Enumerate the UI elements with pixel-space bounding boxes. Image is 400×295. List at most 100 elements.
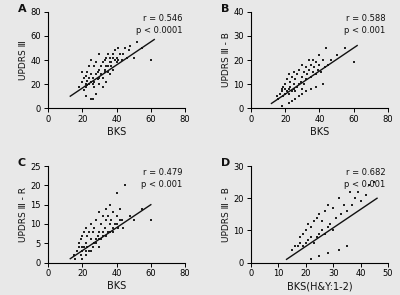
Point — [110, 229, 116, 234]
Point — [81, 229, 87, 234]
Point — [86, 249, 92, 253]
Point — [308, 257, 314, 262]
Y-axis label: UPDRS Ⅲ - B: UPDRS Ⅲ - B — [222, 187, 230, 242]
Point — [86, 229, 92, 234]
Point — [296, 67, 302, 72]
Point — [91, 79, 98, 84]
Point — [122, 46, 128, 50]
Point — [103, 55, 110, 60]
Point — [93, 60, 99, 65]
X-axis label: BKS(H&Y:1-2): BKS(H&Y:1-2) — [287, 281, 352, 291]
Point — [309, 70, 316, 74]
Point — [327, 222, 334, 226]
Point — [96, 67, 103, 72]
Point — [94, 233, 101, 238]
Point — [79, 249, 86, 253]
Point — [357, 199, 364, 204]
Point — [96, 229, 103, 234]
Point — [105, 64, 111, 68]
Point — [311, 241, 317, 246]
Point — [76, 84, 82, 89]
Point — [324, 225, 331, 230]
Point — [284, 89, 290, 94]
Point — [96, 245, 103, 250]
Point — [82, 94, 89, 99]
Point — [94, 77, 101, 82]
Point — [100, 214, 106, 219]
Point — [115, 58, 122, 62]
Point — [302, 228, 309, 233]
Point — [313, 60, 319, 65]
Text: r = 0.479
p < 0.001: r = 0.479 p < 0.001 — [141, 168, 182, 189]
Point — [89, 76, 96, 81]
Point — [96, 76, 103, 81]
Point — [98, 237, 104, 242]
Point — [297, 235, 304, 239]
Point — [316, 254, 323, 258]
Point — [330, 206, 336, 210]
Point — [103, 206, 110, 211]
Point — [118, 218, 125, 222]
Point — [88, 72, 94, 77]
Point — [84, 70, 91, 74]
Point — [101, 225, 108, 230]
Point — [299, 87, 306, 91]
Point — [311, 65, 318, 70]
Point — [77, 237, 84, 242]
Point — [120, 52, 127, 56]
Point — [328, 58, 335, 62]
Point — [108, 64, 115, 68]
Point — [89, 229, 96, 234]
Point — [113, 55, 120, 60]
Point — [96, 52, 103, 56]
Point — [103, 64, 110, 68]
Point — [287, 84, 294, 89]
Point — [101, 67, 108, 72]
Point — [284, 77, 290, 82]
Point — [299, 63, 306, 67]
Point — [125, 48, 132, 53]
Point — [76, 241, 82, 246]
Point — [88, 249, 94, 253]
Point — [124, 55, 130, 60]
Point — [296, 82, 302, 86]
X-axis label: BKS: BKS — [310, 127, 329, 137]
Point — [105, 52, 111, 56]
Point — [299, 91, 306, 96]
Point — [100, 76, 106, 81]
Point — [294, 72, 300, 77]
Text: B: B — [221, 4, 229, 14]
Point — [79, 70, 86, 74]
Point — [113, 214, 120, 219]
Point — [88, 237, 94, 242]
Point — [321, 65, 328, 70]
Point — [299, 75, 306, 79]
Point — [363, 193, 369, 197]
Point — [280, 84, 287, 89]
Point — [91, 225, 98, 230]
Point — [286, 91, 292, 96]
Point — [292, 96, 299, 101]
Point — [100, 60, 106, 65]
Point — [308, 75, 314, 79]
Point — [96, 82, 103, 86]
Point — [98, 64, 104, 68]
Point — [113, 191, 120, 196]
Point — [289, 89, 295, 94]
Point — [103, 79, 110, 84]
Y-axis label: UPDRS Ⅲ - R: UPDRS Ⅲ - R — [19, 187, 28, 242]
Point — [289, 99, 295, 103]
Point — [286, 101, 292, 106]
Point — [82, 84, 89, 89]
Point — [275, 96, 282, 101]
Point — [292, 244, 298, 249]
Point — [110, 52, 116, 56]
Point — [316, 212, 323, 217]
Point — [344, 244, 350, 249]
Point — [122, 183, 128, 188]
Point — [278, 89, 285, 94]
Point — [108, 218, 115, 222]
Point — [103, 218, 110, 222]
Point — [106, 55, 113, 60]
Point — [320, 58, 326, 62]
